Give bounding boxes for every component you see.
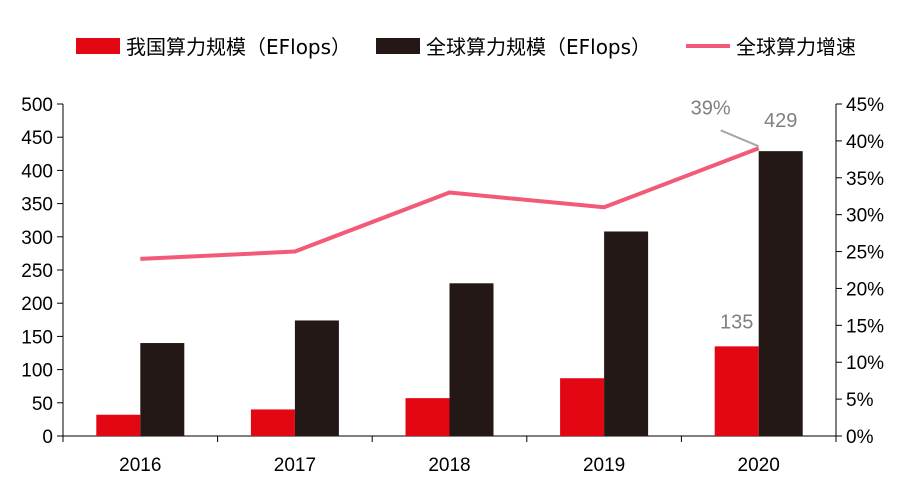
- legend-label-0: 我国算力规模（EFlops）: [126, 35, 351, 59]
- left-tick-label: 50: [32, 394, 53, 415]
- left-tick-label: 0: [42, 427, 53, 448]
- left-tick-label: 300: [21, 228, 53, 249]
- right-tick-label: 15%: [846, 316, 884, 337]
- right-tick-label: 30%: [846, 206, 884, 227]
- data-label: 135: [720, 311, 753, 333]
- legend-swatch-1: [376, 38, 420, 54]
- data-labels: 135 429 39%: [691, 97, 798, 333]
- bar-0-2019: [560, 378, 605, 436]
- left-axis: 0 50 100 150 200 250 300 350 400 450 500: [21, 95, 64, 448]
- left-tick-label: 100: [21, 361, 53, 382]
- bar-1-2020: [758, 151, 803, 437]
- data-label: 39%: [691, 97, 731, 119]
- data-label: 429: [764, 110, 797, 132]
- data-label-leader: [720, 129, 760, 148]
- legend-label-2: 全球算力增速: [736, 35, 856, 59]
- left-tick-label: 350: [21, 195, 53, 216]
- bar-0-2018: [405, 398, 450, 436]
- right-tick-label: 35%: [846, 169, 884, 190]
- bar-1-2018: [449, 283, 494, 436]
- right-tick-label: 45%: [846, 95, 884, 116]
- right-tick-label: 25%: [846, 243, 884, 264]
- right-tick-label: 5%: [846, 390, 874, 411]
- bar-0-2016: [96, 414, 141, 436]
- left-tick-label: 200: [21, 294, 53, 315]
- right-tick-label: 20%: [846, 279, 884, 300]
- legend: 我国算力规模（EFlops） 全球算力规模（EFlops） 全球算力增速: [76, 35, 856, 59]
- right-axis: 0% 5% 10% 15% 20% 25% 30% 35% 40% 45%: [835, 95, 884, 448]
- growth-line-path: [140, 146, 760, 261]
- left-tick-label: 400: [21, 161, 53, 182]
- x-tick-label: 2020: [738, 455, 780, 476]
- left-tick-label: 450: [21, 128, 53, 149]
- bar-0-2017: [250, 409, 295, 436]
- x-tick-label: 2016: [119, 455, 161, 476]
- bar-1-2016: [140, 343, 185, 436]
- growth-line: [140, 146, 760, 261]
- x-tick-label: 2017: [274, 455, 316, 476]
- right-tick-label: 10%: [846, 353, 884, 374]
- bar-0-2020: [714, 346, 759, 436]
- left-tick-label: 500: [21, 95, 53, 116]
- right-tick-label: 40%: [846, 132, 884, 153]
- legend-label-1: 全球算力规模（EFlops）: [426, 35, 651, 59]
- x-axis: 2016 2017 2018 2019 2020: [62, 435, 837, 476]
- right-tick-label: 0%: [846, 427, 874, 448]
- left-tick-label: 250: [21, 261, 53, 282]
- x-tick-label: 2019: [583, 455, 625, 476]
- bar-1-2019: [604, 231, 649, 436]
- legend-swatch-0: [76, 38, 120, 54]
- bars: [96, 151, 803, 437]
- bar-1-2017: [294, 320, 339, 436]
- x-tick-label: 2018: [428, 455, 470, 476]
- left-tick-label: 150: [21, 327, 53, 348]
